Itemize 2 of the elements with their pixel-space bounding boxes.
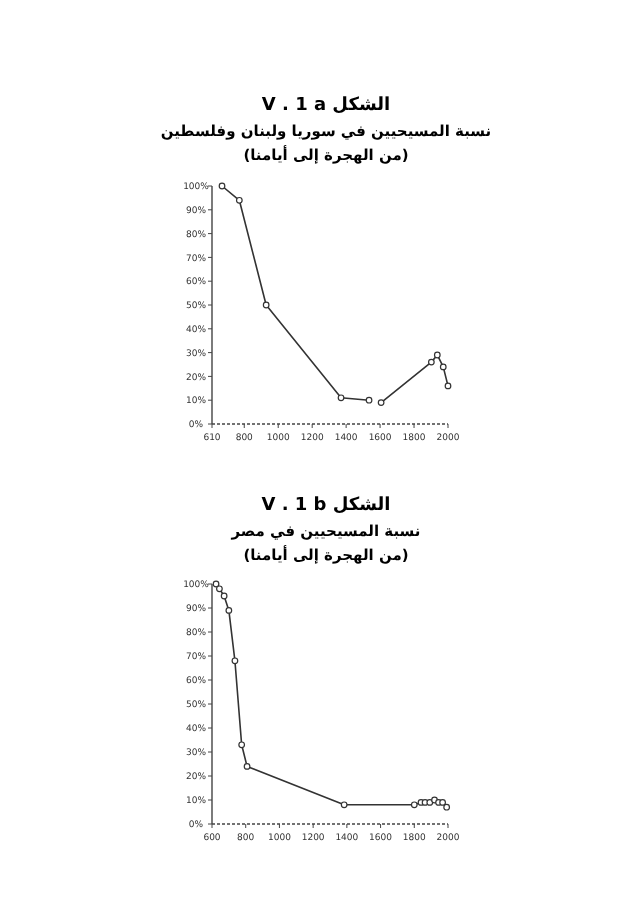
chart-title: الشكل V . 1 a: [261, 96, 391, 116]
chart-title: الشكل V . 1 b: [261, 496, 391, 516]
